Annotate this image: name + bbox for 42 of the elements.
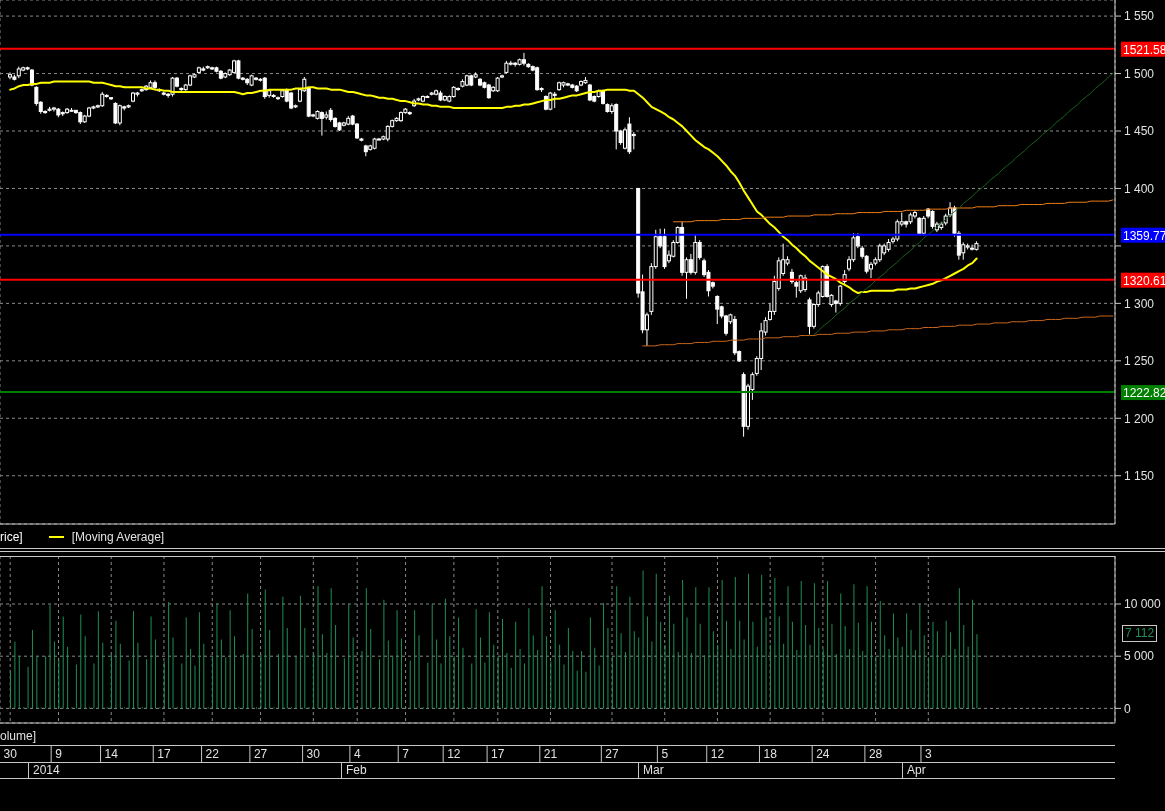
y-tick-label: 10 000 xyxy=(1124,597,1162,612)
x-tick-label: 4 xyxy=(353,747,361,761)
x-tick-label: 17 xyxy=(491,747,505,761)
x-tick-label: 24 xyxy=(816,747,830,761)
ref-line-label: 1359.77 xyxy=(1123,228,1165,243)
y-tick-label: 5 000 xyxy=(1124,649,1155,664)
x-tick-label: 22 xyxy=(205,747,220,761)
text: Feb xyxy=(341,762,369,779)
x-tick-label: 5 xyxy=(661,747,669,761)
x-tick-label: 27 xyxy=(253,747,268,761)
x-tick-label: 17 xyxy=(157,747,171,761)
y-tick-label: 1 500 xyxy=(1124,66,1155,81)
y-tick-label: 1 550 xyxy=(1124,9,1155,24)
y-tick-label: 0 xyxy=(1124,701,1131,716)
ref-line-label: 1222.82 xyxy=(1123,386,1165,401)
x-tick-label: 18 xyxy=(763,747,778,761)
series-label: olume] xyxy=(0,728,37,743)
y-tick-label: 1 450 xyxy=(1124,124,1155,139)
x-tick-label: 27 xyxy=(605,747,620,761)
legend-label: [Moving Average] xyxy=(71,529,165,544)
x-tick-label: 28 xyxy=(868,747,883,761)
ref-line-label: 1320.61 xyxy=(1123,273,1165,288)
text: 2014 xyxy=(28,762,62,779)
x-tick-label: 12 xyxy=(710,747,725,761)
x-tick-label: 14 xyxy=(104,747,119,761)
text: Apr xyxy=(902,762,928,779)
y-tick-label: 1 400 xyxy=(1124,181,1155,196)
x-tick-label: 21 xyxy=(543,747,558,761)
x-tick-label: 30 xyxy=(3,747,18,761)
y-tick-label: 1 200 xyxy=(1124,411,1155,426)
x-tick-label: 3 xyxy=(924,747,932,761)
x-tick-label: 9 xyxy=(55,747,63,761)
text: rice] xyxy=(0,529,23,544)
text: 7 112 xyxy=(1122,625,1158,642)
text: Mar xyxy=(638,762,666,779)
y-tick-label: 1 250 xyxy=(1124,354,1155,369)
x-tick-label: 30 xyxy=(306,747,321,761)
x-tick-label: 7 xyxy=(402,747,410,761)
y-tick-label: 1 300 xyxy=(1124,296,1155,311)
x-tick-label: 12 xyxy=(447,747,461,761)
ref-line-label: 1521.58 xyxy=(1123,42,1165,57)
y-tick-label: 1 150 xyxy=(1124,469,1155,483)
